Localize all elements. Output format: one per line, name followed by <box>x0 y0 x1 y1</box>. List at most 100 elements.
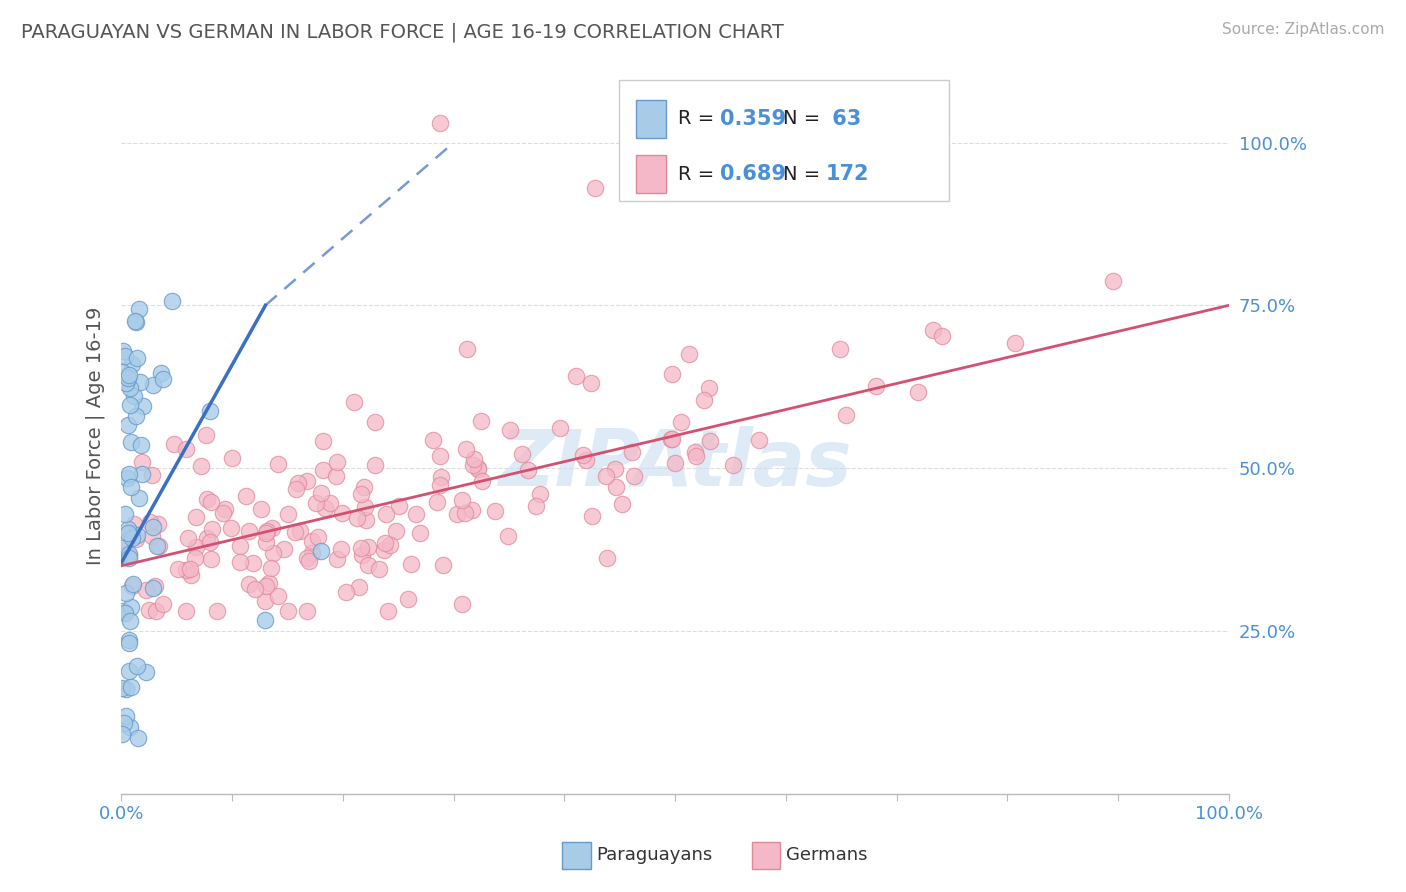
Point <box>517 463 540 477</box>
Point <box>835 408 858 422</box>
Point <box>664 456 686 470</box>
Point <box>256 524 278 539</box>
Point <box>623 469 645 483</box>
Point <box>387 499 409 513</box>
Point <box>524 500 547 514</box>
Text: N =: N = <box>783 110 827 128</box>
Point <box>305 496 328 510</box>
Point <box>290 524 312 538</box>
Text: 63: 63 <box>825 109 862 128</box>
Point <box>127 658 149 673</box>
Point <box>430 469 453 483</box>
Y-axis label: In Labor Force | Age 16-19: In Labor Force | Age 16-19 <box>86 306 105 565</box>
Point <box>111 541 134 556</box>
Point <box>484 504 506 518</box>
Point <box>373 542 395 557</box>
Point <box>115 709 138 723</box>
Point <box>548 421 571 435</box>
Point <box>685 450 707 464</box>
Point <box>128 301 150 316</box>
Point <box>467 461 489 475</box>
Point <box>124 314 146 328</box>
Point <box>312 434 335 449</box>
Point <box>605 480 627 494</box>
Point <box>129 438 152 452</box>
Point <box>368 561 391 575</box>
Point <box>111 365 134 379</box>
Point <box>377 604 399 618</box>
Point <box>177 531 200 545</box>
Point <box>461 503 484 517</box>
Point <box>721 458 744 473</box>
Point <box>184 509 207 524</box>
Point <box>496 529 519 543</box>
Point <box>463 458 485 473</box>
Text: N =: N = <box>783 165 827 184</box>
Point <box>118 368 141 382</box>
Point <box>429 116 451 130</box>
Point <box>211 506 233 520</box>
Point <box>353 480 375 494</box>
Point <box>184 551 207 566</box>
Point <box>121 357 143 371</box>
Point <box>277 508 299 522</box>
Point <box>356 540 378 554</box>
Point <box>312 463 335 477</box>
Point <box>583 181 606 195</box>
Point <box>117 522 139 536</box>
Point <box>125 532 148 546</box>
Point <box>145 604 167 618</box>
Point <box>454 442 477 456</box>
Point <box>620 445 643 459</box>
Point <box>184 540 207 554</box>
Point <box>575 453 598 467</box>
Point <box>295 550 318 565</box>
Point <box>214 501 236 516</box>
Point <box>470 413 492 427</box>
Text: Source: ZipAtlas.com: Source: ZipAtlas.com <box>1222 22 1385 37</box>
Point <box>277 604 299 618</box>
Point <box>195 531 218 545</box>
Point <box>118 547 141 561</box>
Point <box>117 635 139 649</box>
Point <box>297 475 319 489</box>
Point <box>266 457 288 471</box>
Point <box>284 525 307 540</box>
Point <box>352 548 374 562</box>
Point <box>115 586 138 600</box>
Point <box>262 546 284 560</box>
Point <box>117 526 139 541</box>
Point <box>343 395 366 409</box>
Point <box>125 409 148 424</box>
Point <box>314 501 336 516</box>
Point <box>1102 274 1125 288</box>
Point <box>235 489 257 503</box>
Point <box>118 720 141 734</box>
Point <box>117 549 139 563</box>
Point <box>141 467 163 482</box>
Point <box>357 558 380 573</box>
Point <box>207 604 229 618</box>
Point <box>121 531 143 545</box>
Point <box>121 579 143 593</box>
Point <box>262 520 284 534</box>
Point <box>683 445 706 459</box>
Point <box>118 467 141 481</box>
Point <box>678 347 700 361</box>
Point <box>146 539 169 553</box>
Point <box>429 450 451 464</box>
Point <box>120 599 142 614</box>
Point <box>127 731 149 745</box>
Point <box>375 508 398 522</box>
Text: Paraguayans: Paraguayans <box>596 847 713 864</box>
Point <box>128 491 150 505</box>
Point <box>301 534 323 549</box>
Point <box>180 568 202 582</box>
Point <box>200 495 222 509</box>
Point <box>111 727 134 741</box>
Point <box>596 551 619 566</box>
Point <box>510 446 533 460</box>
Point <box>122 389 145 403</box>
Point <box>166 562 188 576</box>
Point <box>229 555 252 569</box>
